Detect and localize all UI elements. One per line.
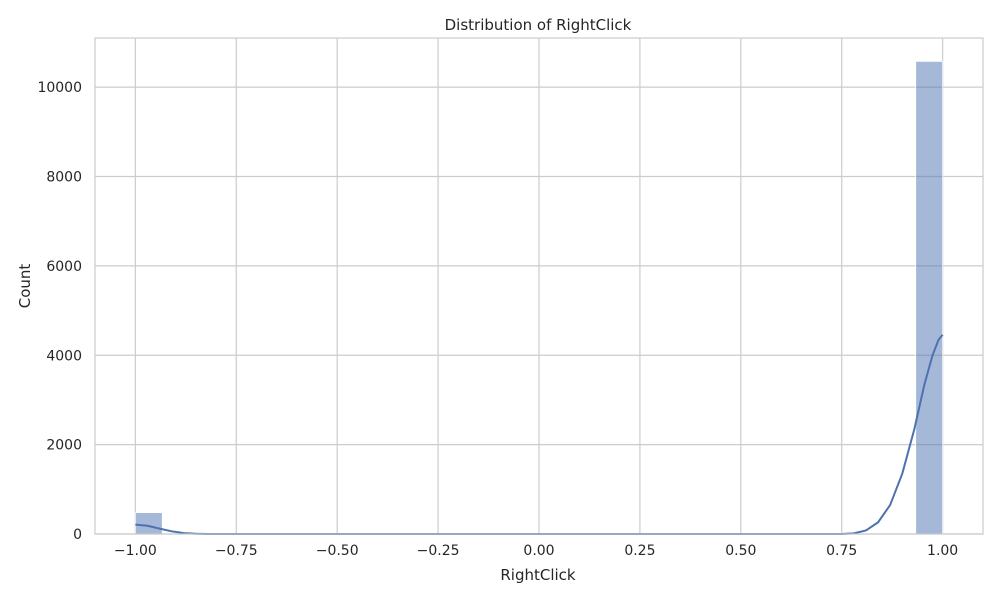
grid-lines — [95, 38, 983, 535]
histogram-bar — [134, 512, 163, 535]
y-tick-label: 6000 — [46, 259, 82, 275]
x-axis-label: RightClick — [500, 566, 576, 584]
x-tick-label: 0.00 — [523, 543, 554, 559]
y-axis-label: Count — [16, 264, 34, 309]
x-tick-label: 0.50 — [725, 543, 756, 559]
x-axis-ticks: −1.00 −0.75 −0.50 −0.25 0.00 0.25 0.50 0.75 1.00 — [114, 543, 958, 559]
y-tick-label: 10000 — [37, 80, 82, 96]
histogram-bar — [915, 60, 944, 535]
x-tick-label: −0.25 — [417, 543, 460, 559]
y-tick-label: 8000 — [46, 170, 82, 186]
y-axis-ticks: 0 2000 4000 6000 8000 10000 — [37, 80, 82, 543]
x-tick-label: −1.00 — [114, 543, 157, 559]
x-tick-label: 0.25 — [624, 543, 655, 559]
chart-title: Distribution of RightClick — [445, 16, 632, 34]
y-tick-label: 2000 — [46, 438, 82, 454]
y-tick-label: 4000 — [46, 348, 82, 364]
y-tick-label: 0 — [73, 527, 82, 543]
plot-frame — [94, 37, 984, 535]
x-tick-label: 0.75 — [826, 543, 857, 559]
kde-line — [135, 334, 944, 535]
x-tick-label: −0.50 — [316, 543, 359, 559]
x-tick-label: −0.75 — [215, 543, 258, 559]
x-tick-label: 1.00 — [927, 543, 958, 559]
